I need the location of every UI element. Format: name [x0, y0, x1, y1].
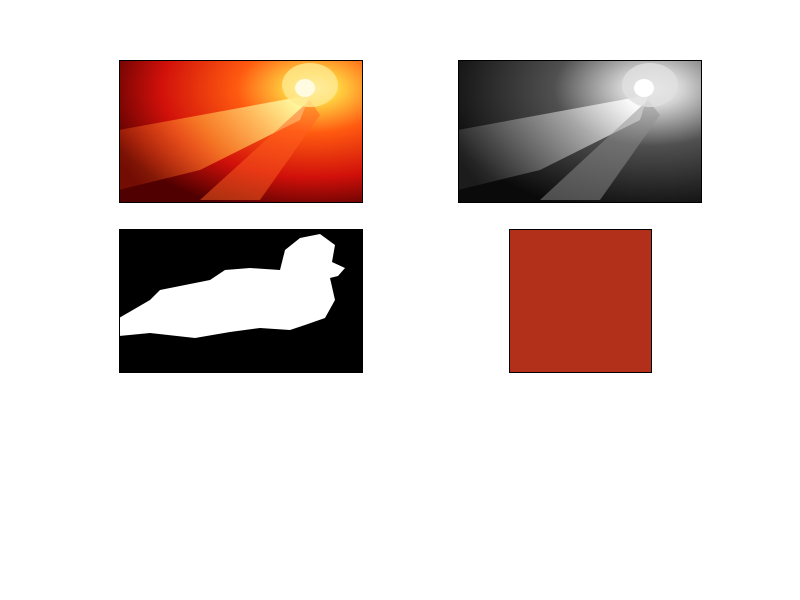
frame: [119, 229, 363, 373]
frame: [458, 60, 702, 203]
frame: [119, 60, 363, 203]
gray-image: [458, 60, 701, 202]
color-swatch: [509, 229, 652, 373]
mask-image: [119, 229, 362, 372]
color-image: [119, 60, 362, 202]
